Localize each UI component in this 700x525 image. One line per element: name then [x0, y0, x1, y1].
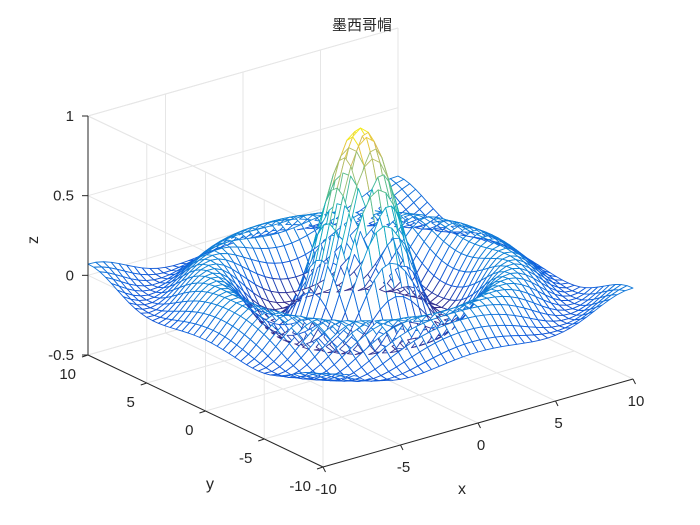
x-axis-label: x	[458, 481, 466, 498]
y-tick-mark	[258, 438, 265, 442]
z-tick-label: -0.5	[48, 347, 74, 364]
y-tick-label: 0	[185, 422, 193, 439]
box-edge	[87, 115, 324, 229]
y-tick-label: 5	[126, 394, 134, 411]
x-tick-mark	[555, 400, 559, 407]
x-tick-mark	[322, 466, 326, 473]
x-tick-mark	[632, 378, 636, 385]
x-tick-label: 5	[554, 415, 562, 432]
y-tick-mark	[199, 410, 206, 414]
grid-line	[264, 350, 575, 440]
y-tick-mark	[316, 466, 324, 470]
x-tick-mark	[400, 444, 404, 451]
z-tick-label: 1	[66, 108, 74, 125]
z-axis-label: z	[25, 236, 42, 244]
y-tick-label: 10	[59, 366, 76, 383]
z-tick-label: 0	[66, 267, 74, 284]
mesh-cell	[618, 285, 634, 292]
surface-mesh	[87, 127, 634, 382]
x-tick-label: 10	[628, 393, 645, 410]
box-edge	[87, 27, 399, 117]
y-tick-label: -5	[239, 450, 252, 467]
x-tick-label: -5	[397, 459, 410, 476]
z-tick-label: 0.5	[53, 188, 74, 205]
y-tick-mark	[140, 382, 147, 386]
x-tick-mark	[477, 422, 481, 429]
grid-line	[87, 107, 399, 197]
x-tick-label: -10	[315, 481, 337, 498]
y-axis-label: y	[206, 476, 214, 493]
tick-labels: -10 -5 0 5 10 -10 -5 0 5 10 -0.5 0 0.5 1	[48, 108, 644, 498]
y-tick-label: -10	[289, 478, 311, 495]
x-tick-label: 0	[477, 437, 485, 454]
chart-title: 墨西哥帽	[332, 16, 392, 34]
